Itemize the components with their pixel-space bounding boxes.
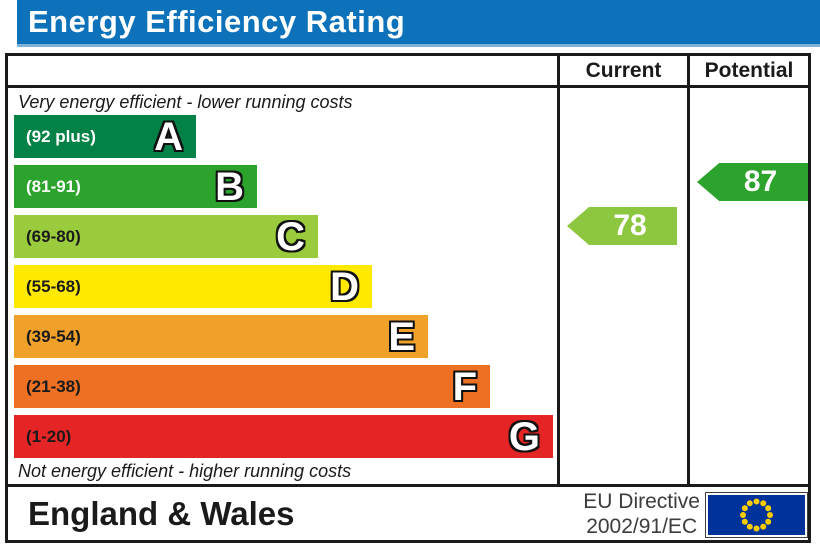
- band-letter: F: [452, 364, 477, 409]
- band-row-a: (92 plus) A: [14, 115, 196, 158]
- page-title: Energy Efficiency Rating: [28, 4, 406, 39]
- eu-directive-label: EU Directive 2002/91/EC: [583, 490, 700, 538]
- band-row-e: (39-54) E: [14, 315, 428, 358]
- band-range-label: (55-68): [26, 276, 81, 296]
- band-range-label: (92 plus): [26, 126, 96, 146]
- band-row-d: (55-68) D: [14, 265, 372, 308]
- title-bar: Energy Efficiency Rating: [17, 0, 820, 47]
- potential-column-divider: [687, 56, 690, 484]
- eu-flag-stars: [740, 498, 773, 532]
- potential-rating-value: 87: [743, 165, 778, 198]
- band-letter: G: [508, 414, 540, 459]
- not-efficient-note: Not energy efficient - higher running co…: [18, 461, 352, 481]
- band-row-f: (21-38) F: [14, 365, 490, 408]
- band-letter: A: [154, 114, 183, 159]
- band-range-label: (81-91): [26, 176, 81, 196]
- rating-table: Current Potential Very energy efficient …: [5, 53, 811, 543]
- efficient-note: Very energy efficient - lower running co…: [18, 92, 353, 112]
- band-range-label: (21-38): [26, 376, 81, 396]
- region-label: England & Wales: [28, 494, 295, 532]
- band-row-g: (1-20) G: [14, 415, 553, 458]
- eu-flag-icon: [705, 492, 808, 538]
- potential-rating-arrow: 87: [697, 163, 808, 201]
- band-letter: B: [215, 164, 244, 209]
- band-row-c: (69-80) C: [14, 215, 318, 258]
- band-letter: D: [330, 264, 359, 309]
- column-header-potential: Potential: [704, 58, 794, 82]
- current-rating-value: 78: [613, 209, 647, 242]
- band-row-b: (81-91) B: [14, 165, 257, 208]
- band-range-label: (1-20): [26, 426, 72, 446]
- current-rating-arrow: 78: [567, 207, 677, 245]
- band-letter: C: [276, 214, 305, 259]
- current-column-divider: [557, 56, 560, 484]
- band-letter: E: [388, 314, 415, 359]
- band-range-label: (69-80): [26, 226, 81, 246]
- footer: England & Wales EU Directive 2002/91/EC: [8, 484, 808, 540]
- column-header-current: Current: [585, 58, 662, 82]
- header-divider-line: [8, 85, 808, 88]
- band-range-label: (39-54): [26, 326, 81, 346]
